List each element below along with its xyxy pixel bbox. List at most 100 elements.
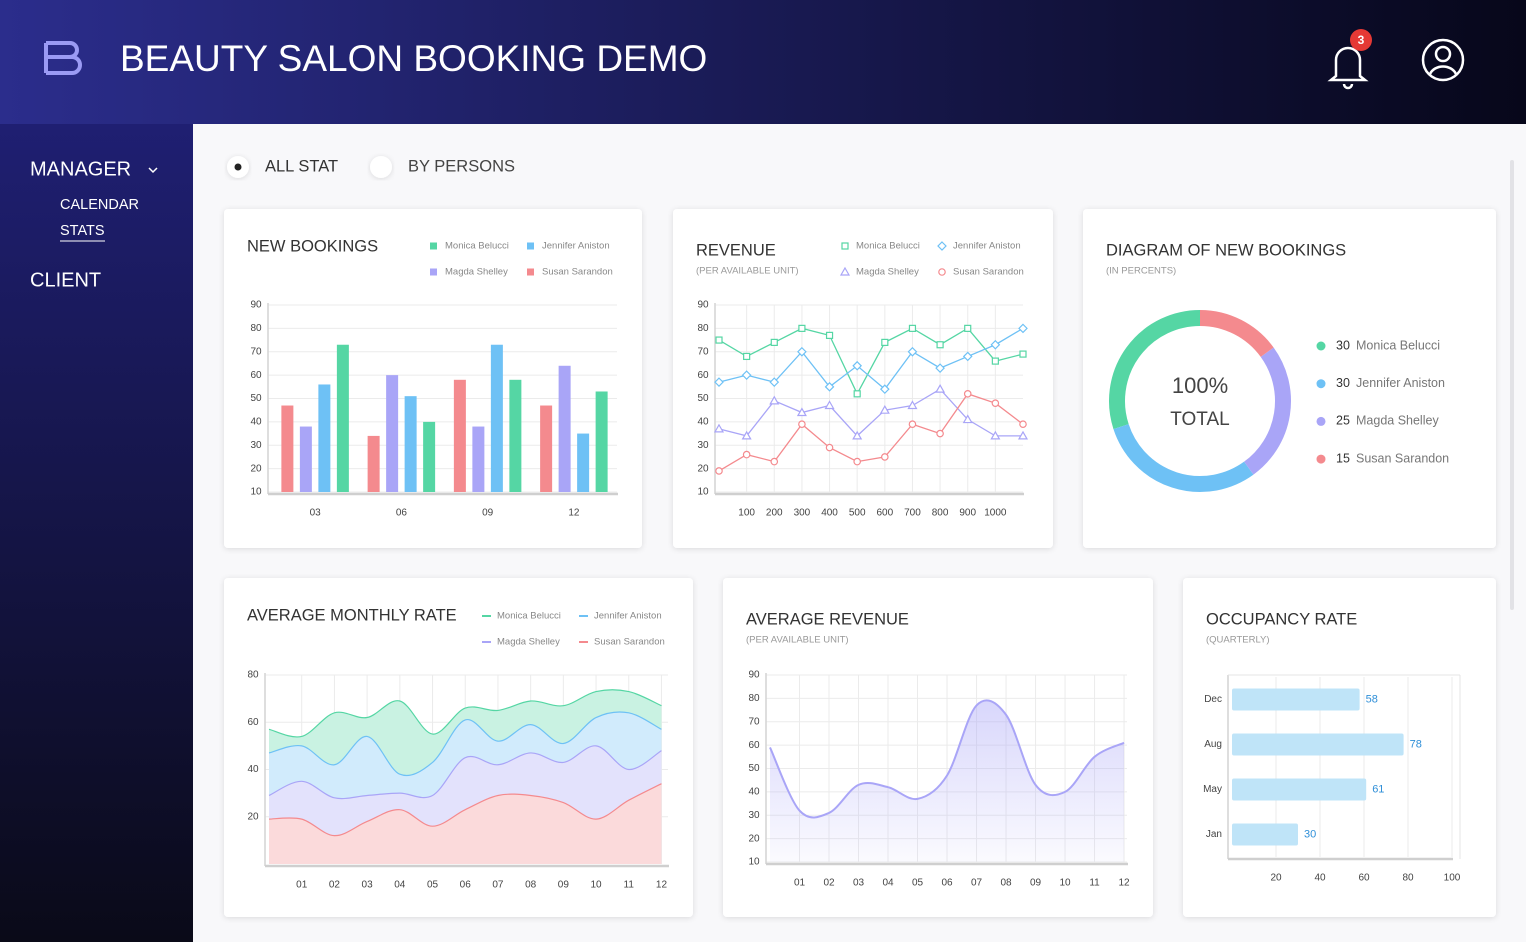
- point: [853, 457, 861, 466]
- card-subtitle: (IN PERCENTS): [1106, 266, 1176, 277]
- card-title: AVERAGE REVENUE: [746, 610, 909, 628]
- y-tick-label: Aug: [1204, 739, 1222, 750]
- user-button[interactable]: [1421, 38, 1465, 82]
- point: [1018, 323, 1028, 334]
- charts: NEW BOOKINGS Monica Belucci Jennifer Anist…: [224, 209, 1496, 917]
- point: [713, 423, 725, 433]
- point: [991, 399, 1000, 407]
- bar: [453, 379, 466, 492]
- legend-label: Jennifer Aniston: [1356, 376, 1445, 390]
- y-tick-label: 80: [247, 670, 259, 681]
- y-tick-label: 60: [697, 370, 709, 381]
- x-tick-label: 900: [959, 508, 976, 519]
- bar: [540, 405, 553, 492]
- legend-marker: [527, 242, 534, 250]
- legend-marker: [1316, 416, 1326, 426]
- x-tick-label: 07: [971, 878, 983, 889]
- x-tick-label: 01: [794, 878, 806, 889]
- y-tick-label: 40: [697, 417, 709, 428]
- point: [879, 404, 890, 414]
- x-tick-label: 05: [427, 880, 439, 891]
- legend-marker: [937, 241, 947, 251]
- scrollbar[interactable]: [1510, 160, 1514, 610]
- card-title: NEW BOOKINGS: [247, 237, 378, 255]
- tab-label[interactable]: ALL STAT: [265, 157, 338, 175]
- app-title: BEAUTY SALON BOOKING DEMO: [120, 38, 707, 79]
- bar: [404, 396, 417, 492]
- tab-label[interactable]: BY PERSONS: [408, 157, 515, 175]
- legend-label: Susan Sarandon: [1356, 451, 1449, 465]
- nav-section[interactable]: MANAGER: [30, 158, 131, 180]
- logo[interactable]: [44, 41, 82, 75]
- y-tick-label: 90: [250, 300, 262, 311]
- y-tick-label: 60: [247, 717, 259, 728]
- point: [797, 346, 807, 357]
- legend-label: Magda Shelley: [856, 267, 919, 278]
- x-tick-label: 400: [821, 508, 838, 519]
- y-tick-label: 80: [250, 323, 262, 334]
- legend-label: Monica Belucci: [856, 241, 920, 252]
- line: [718, 388, 1023, 437]
- point: [852, 360, 863, 371]
- legend-value: 30: [1336, 376, 1350, 390]
- x-tick-label: 09: [1030, 878, 1042, 889]
- nav-item[interactable]: STATS: [60, 223, 105, 239]
- point: [715, 336, 723, 344]
- line: [718, 327, 1024, 391]
- point: [714, 377, 724, 387]
- point: [769, 395, 780, 405]
- bar: [336, 344, 349, 492]
- chevron[interactable]: [148, 167, 158, 174]
- nav-section[interactable]: CLIENT: [30, 269, 101, 291]
- y-tick-label: 80: [697, 323, 709, 334]
- line: [769, 699, 1125, 819]
- point: [1019, 420, 1027, 429]
- y-tick-label: 10: [697, 487, 709, 498]
- y-tick-label: 10: [748, 857, 760, 868]
- area: [770, 700, 1125, 862]
- y-tick-label: 70: [748, 716, 760, 727]
- donut-segment: [1243, 347, 1291, 475]
- y-tick-label: 70: [697, 346, 709, 357]
- x-tick-label: 500: [849, 508, 866, 519]
- point: [936, 429, 944, 438]
- bar: [1232, 733, 1404, 756]
- radio[interactable]: [370, 156, 392, 178]
- point: [1017, 430, 1029, 440]
- bar: [490, 344, 503, 492]
- y-tick-label: 20: [247, 811, 259, 822]
- point: [936, 341, 944, 349]
- bar: [299, 426, 312, 492]
- bell-clapper: [1342, 83, 1354, 90]
- bar: [367, 435, 380, 492]
- legend-label: Magda Shelley: [497, 637, 560, 648]
- legend-label: Magda Shelley: [1356, 414, 1439, 428]
- x-tick-label: 10: [1059, 878, 1071, 889]
- y-tick-label: 80: [748, 693, 760, 704]
- nav-item[interactable]: CALENDAR: [60, 197, 139, 213]
- legend-value: 30: [1336, 338, 1350, 352]
- point: [741, 430, 752, 440]
- notifications-button[interactable]: 3: [1327, 29, 1372, 90]
- radio-dot: [234, 163, 242, 171]
- legend-marker: [527, 268, 534, 276]
- card-title: AVERAGE MONTHLY RATE: [247, 606, 457, 624]
- point: [935, 383, 946, 393]
- point: [990, 430, 1001, 440]
- bar: [577, 433, 590, 492]
- point: [852, 430, 863, 440]
- line: [268, 745, 662, 800]
- bar: [386, 375, 399, 492]
- point: [962, 414, 973, 424]
- x-tick-label: 03: [310, 508, 322, 519]
- x-tick-label: 07: [492, 880, 504, 891]
- legend-label: Monica Belucci: [445, 241, 509, 252]
- point: [1019, 350, 1027, 358]
- value-label: 30: [1304, 828, 1316, 840]
- value-label: 61: [1372, 783, 1384, 795]
- value-label: 78: [1410, 738, 1422, 750]
- legend-label: Jennifer Aniston: [542, 241, 610, 252]
- donut-segment: [1109, 310, 1201, 430]
- y-tick-label: 30: [697, 440, 709, 451]
- legend-label: Susan Sarandon: [594, 637, 665, 648]
